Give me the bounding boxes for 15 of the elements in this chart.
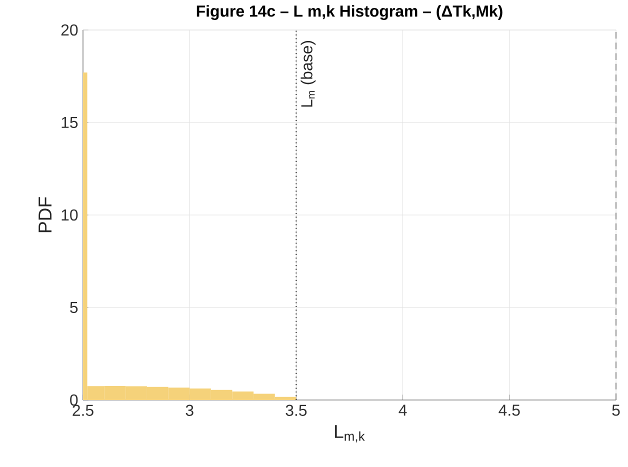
x-tick-label: 4.5 (498, 404, 520, 416)
y-tick-label: 15 (62, 116, 78, 128)
y-tick-label: 0 (70, 394, 78, 406)
y-tick-label: 20 (61, 24, 78, 36)
y-tick-label: 10 (62, 209, 78, 221)
y-tick-label: 5 (70, 302, 78, 314)
y-axis-title: PDF (38, 197, 52, 232)
ref-line-label: L$_{m}$ (base) (300, 41, 316, 107)
x-tick-label: 5 (612, 404, 620, 416)
x-tick-label: 2.5 (72, 404, 94, 416)
x-tick-label: 4 (398, 404, 407, 416)
chart-title: Figure 14c – L m,k Histogram – (ΔTk,Mk) (196, 5, 502, 20)
x-axis-title: L$_{m,k}$ (335, 425, 365, 442)
x-tick-label: 3 (186, 404, 194, 416)
x-tick-label: 3.5 (286, 404, 307, 416)
